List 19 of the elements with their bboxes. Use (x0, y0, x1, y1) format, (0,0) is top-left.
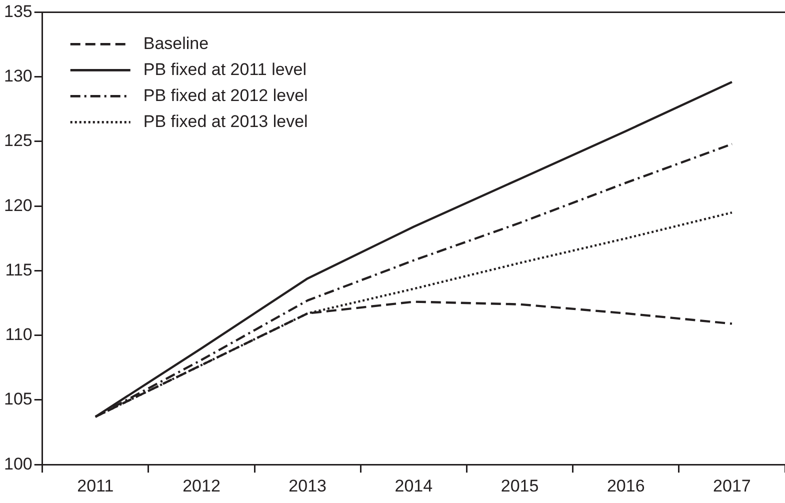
legend-label: Baseline (143, 34, 209, 53)
y-tick-label: 130 (4, 66, 32, 86)
x-tick-label: 2015 (500, 476, 539, 496)
legend-label: PB fixed at 2011 level (143, 60, 307, 79)
y-tick-label: 125 (4, 131, 32, 150)
x-tick-label: 2013 (288, 476, 327, 496)
x-tick-label: 2014 (394, 476, 433, 496)
y-tick-label: 105 (4, 390, 32, 409)
y-tick-label: 110 (5, 325, 32, 344)
y-tick-label: 100 (4, 454, 32, 474)
x-tick-label: 2017 (713, 476, 751, 496)
x-tick-label: 2011 (77, 476, 114, 496)
y-tick-label: 115 (5, 260, 32, 280)
x-tick-label: 2012 (182, 476, 220, 496)
legend-label: PB fixed at 2013 level (143, 112, 308, 131)
legend-label: PB fixed at 2012 level (143, 86, 308, 105)
x-tick-label: 2016 (606, 476, 645, 496)
y-tick-label: 135 (4, 2, 32, 21)
y-tick-label: 120 (4, 196, 32, 215)
